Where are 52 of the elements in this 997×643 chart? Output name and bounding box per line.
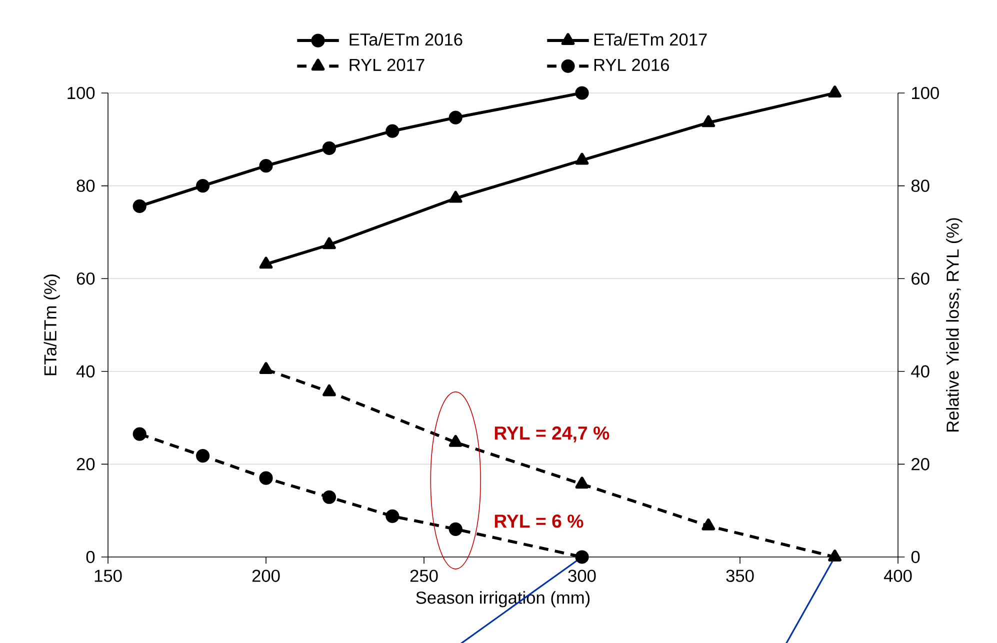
point: [448, 190, 462, 203]
y2-tick-label: 80: [911, 180, 930, 192]
y2-tick-label: 40: [911, 365, 930, 378]
point: [575, 476, 589, 489]
point: [448, 434, 462, 447]
point: [259, 471, 273, 485]
point: [448, 522, 462, 536]
point: [196, 178, 210, 193]
y-tick-label: 80: [76, 180, 95, 192]
point: [259, 159, 273, 173]
annotation: RYL = 6 %: [494, 514, 584, 528]
point: [828, 550, 842, 562]
y-tick-label: 20: [76, 458, 95, 470]
x-tick-label: 200: [252, 570, 280, 582]
x-tick-label: 250: [410, 570, 438, 582]
point: [132, 427, 146, 441]
point: [196, 449, 210, 463]
point: [322, 490, 336, 504]
y2-tick-label: 0: [911, 550, 920, 564]
x-tick-label: 150: [94, 570, 122, 582]
point: [322, 237, 336, 250]
point: [259, 362, 273, 374]
point: [575, 86, 589, 100]
point: [259, 256, 273, 269]
legend-label: ETa/ETm 2016: [350, 32, 462, 46]
x-tick-label: 350: [726, 570, 754, 582]
point: [702, 518, 716, 530]
annotation: RYL = 24,7 %: [494, 426, 610, 442]
x-tick-label: 400: [884, 570, 912, 582]
point: [132, 199, 146, 214]
legend-label: ETa/ETm 2017: [594, 32, 707, 46]
y-tick-label: 60: [76, 272, 95, 285]
point: [575, 550, 589, 564]
y-tick-label: 0: [86, 550, 95, 564]
point: [386, 124, 400, 138]
legend-label: RYL 2017: [350, 58, 424, 72]
y-axis-title: ETa/ETm (%): [44, 274, 60, 376]
point: [322, 384, 336, 396]
point: [322, 141, 336, 156]
y-tick-label: 40: [76, 365, 95, 378]
point: [575, 152, 589, 165]
y-tick-label: 100: [68, 86, 95, 100]
point: [448, 110, 462, 124]
y2-axis-title: Relative Yield loss, RYL (%): [946, 218, 962, 432]
legend-label: RYL 2016: [594, 58, 669, 72]
y2-tick-label: 60: [912, 272, 930, 285]
point: [828, 86, 842, 98]
y2-tick-label: 100: [912, 86, 939, 100]
point: [386, 509, 400, 523]
point: [702, 115, 716, 128]
y2-tick-label: 20: [912, 458, 930, 470]
x-tick-label: 300: [568, 570, 596, 582]
